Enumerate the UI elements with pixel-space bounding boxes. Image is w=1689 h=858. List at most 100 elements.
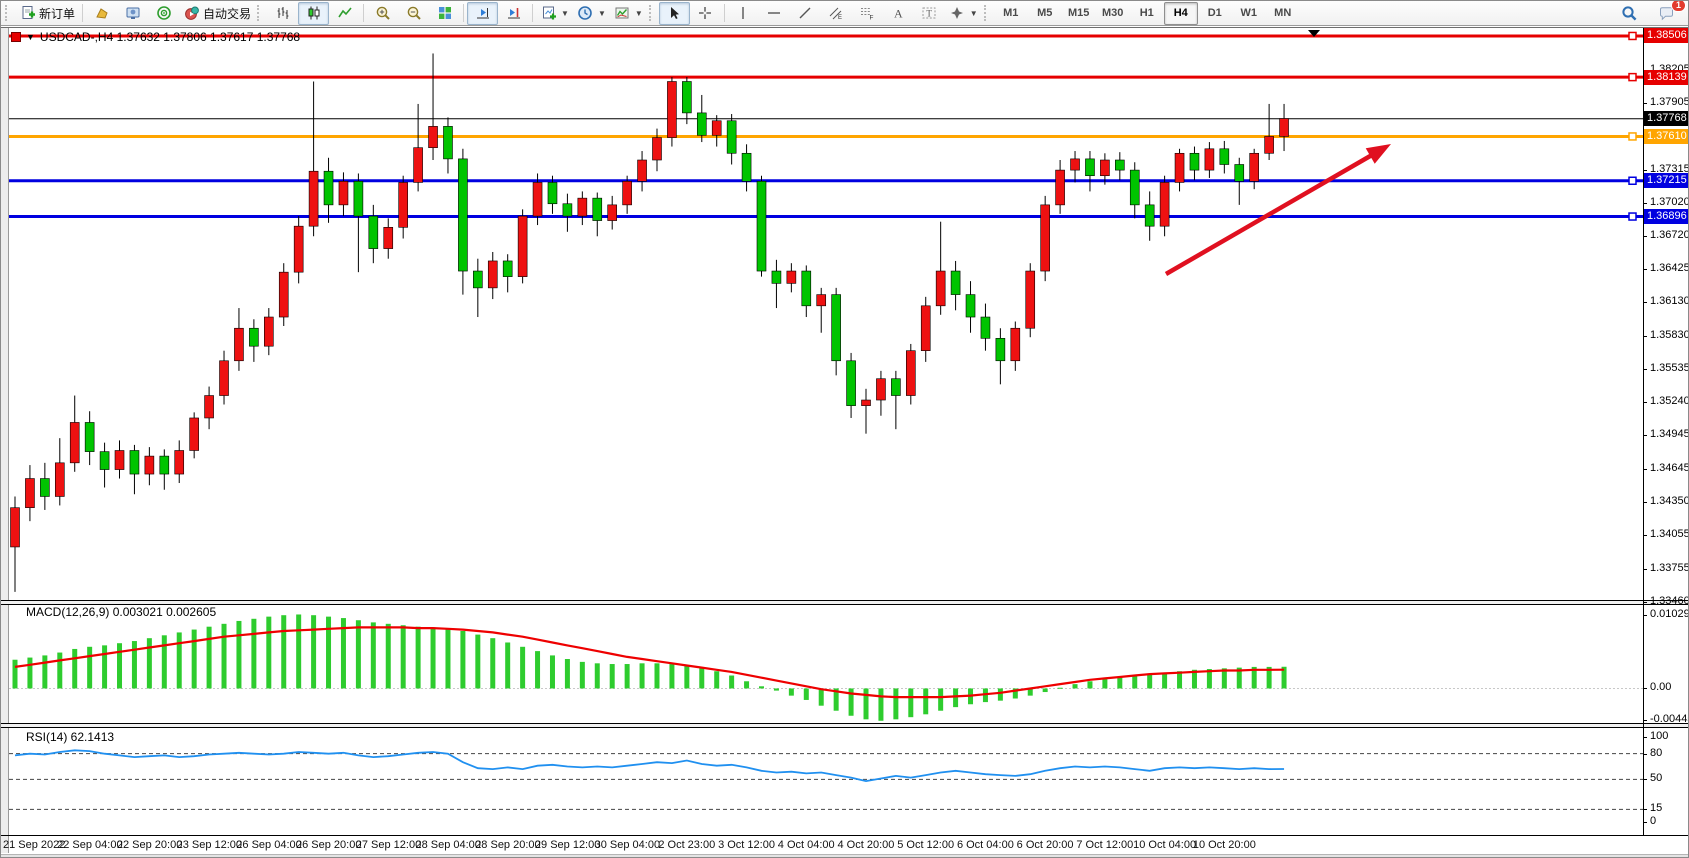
new-order-button[interactable]: 新订单 [15, 2, 79, 25]
price-tick-label: 1.36720 [1650, 229, 1689, 242]
market-watch-button[interactable] [117, 2, 148, 25]
date-label: 2 Oct 23:00 [658, 839, 716, 851]
candle-body-down [249, 327, 259, 347]
profiles-dropdown[interactable]: ▼ [573, 2, 610, 25]
macd-histogram-bar [863, 688, 869, 720]
macd-histogram-bar [535, 651, 541, 689]
candle-body-down [458, 158, 468, 272]
candle-body-down [1085, 158, 1095, 177]
timeframe-h4-button[interactable]: H4 [1163, 1, 1198, 25]
equidistant-channel-tool[interactable]: E [821, 2, 852, 25]
candle-body-down [473, 270, 483, 289]
arrows-dropdown[interactable]: ▼ [945, 2, 982, 25]
candle-body-up [711, 120, 722, 136]
fibonacci-tool[interactable]: F [852, 2, 883, 25]
macd-histogram-bar [594, 663, 600, 689]
main-chart-canvas[interactable] [9, 28, 1643, 600]
candle-body-up [1279, 118, 1289, 137]
price-badge: 1.37610 [1644, 128, 1688, 144]
vertical-line-tool[interactable] [728, 2, 759, 25]
timeframe-m5-button[interactable]: M5 [1028, 2, 1062, 25]
notifications-button[interactable]: 1 [1651, 1, 1686, 25]
price-tick [1643, 336, 1647, 338]
candle-body-down [1234, 164, 1245, 182]
candle-body-down [980, 316, 991, 339]
autotrading-button[interactable]: 自动交易 [179, 2, 255, 25]
macd-histogram-bar [176, 632, 182, 689]
search-button[interactable] [1614, 2, 1645, 25]
price-axis[interactable]: 1.382051.379051.376101.373151.370201.367… [1643, 1, 1689, 857]
trend-arrow-head[interactable] [1365, 144, 1391, 164]
chart-list-button[interactable] [86, 2, 117, 25]
candle-body-up [622, 181, 632, 206]
cursor-tool-button[interactable] [658, 1, 690, 25]
trendline-tool[interactable] [790, 2, 821, 25]
macd-indicator-canvas[interactable] [9, 605, 1643, 723]
timeframe-m30-button[interactable]: M30 [1096, 2, 1130, 25]
crosshair-icon [697, 5, 714, 22]
timeframe-h1-button[interactable]: H1 [1130, 2, 1164, 25]
price-badge: 1.36896 [1644, 209, 1688, 225]
timeframe-label: M5 [1037, 7, 1053, 19]
macd-histogram-bar [1266, 666, 1272, 689]
navigator-button[interactable] [148, 2, 179, 25]
candle-body-down [592, 197, 603, 221]
timeframe-mn-button[interactable]: MN [1266, 2, 1300, 25]
candle-body-down [547, 182, 558, 205]
macd-histogram-bar [311, 615, 317, 689]
candle-body-up [383, 227, 394, 249]
text-tool[interactable]: A [883, 2, 914, 25]
macd-histogram-bar [818, 688, 824, 706]
macd-histogram-bar [1132, 675, 1138, 689]
candle-body-up [144, 455, 155, 475]
tile-windows-button[interactable] [429, 2, 460, 25]
bar-chart-mode-button[interactable] [267, 2, 298, 25]
chart-shift-marker-icon[interactable] [1308, 30, 1320, 37]
candlestick-mode-button[interactable] [298, 1, 330, 25]
time-axis[interactable]: 21 Sep 2022 22 Sep 04:00 22 Sep 20:00 23 Se… [3, 839, 1643, 854]
macd-histogram-bar [699, 668, 705, 689]
candle-body-down [950, 270, 961, 295]
support-line-upper-handle[interactable] [1628, 176, 1637, 186]
toolbar-grip[interactable] [257, 5, 263, 21]
rsi-indicator-canvas[interactable] [9, 728, 1643, 835]
rsi-tick [1643, 822, 1647, 824]
line-chart-mode-button[interactable] [329, 2, 360, 25]
price-tick-label: 1.37315 [1650, 162, 1689, 175]
object-handle-icon[interactable] [11, 32, 21, 42]
pivot-line-handle[interactable] [1628, 132, 1637, 141]
timeframe-m15-button[interactable]: M15 [1062, 2, 1096, 25]
candle-body-up [293, 225, 304, 273]
macd-panel-splitter[interactable] [1, 600, 1688, 605]
toolbar-grip[interactable] [983, 5, 990, 21]
timeframe-d1-button[interactable]: D1 [1198, 2, 1232, 25]
support-line-lower-handle[interactable] [1628, 212, 1637, 221]
resistance-line-upper-handle[interactable] [1628, 31, 1637, 41]
zoom-in-button[interactable] [367, 2, 398, 25]
candle-body-down [756, 181, 767, 272]
window-bottom-edge [1, 854, 1688, 857]
zoom-out-button[interactable] [398, 2, 429, 25]
macd-histogram-bar [1162, 672, 1168, 689]
horizontal-line-tool[interactable] [759, 2, 790, 25]
candle-body-up [10, 507, 20, 548]
auto-scroll-button[interactable] [467, 1, 499, 25]
timeframe-m1-button[interactable]: M1 [994, 2, 1028, 25]
candle-body-up [1249, 152, 1259, 182]
chart-shift-button[interactable] [498, 2, 529, 25]
trend-arrow-line[interactable] [1164, 149, 1381, 276]
rsi-panel-splitter[interactable] [1, 723, 1688, 728]
timeframe-w1-button[interactable]: W1 [1232, 2, 1266, 25]
chart-header: ▼ USDCAD-,H4 1.37632 1.37806 1.37617 1.3… [11, 30, 300, 44]
toolbar-grip[interactable] [5, 5, 11, 21]
toolbar-grip[interactable] [648, 5, 655, 21]
chart-shift-icon [505, 5, 522, 22]
text-label-tool[interactable]: T [914, 2, 945, 25]
macd-histogram-bar [953, 688, 959, 708]
crosshair-tool-button[interactable] [690, 2, 721, 25]
macd-histogram-bar [1027, 688, 1033, 696]
new-chart-dropdown[interactable]: ▼ [536, 2, 573, 25]
macd-tick [1643, 720, 1647, 722]
resistance-line-lower-handle[interactable] [1628, 72, 1637, 82]
indicators-dropdown[interactable]: ▼ [610, 2, 647, 25]
